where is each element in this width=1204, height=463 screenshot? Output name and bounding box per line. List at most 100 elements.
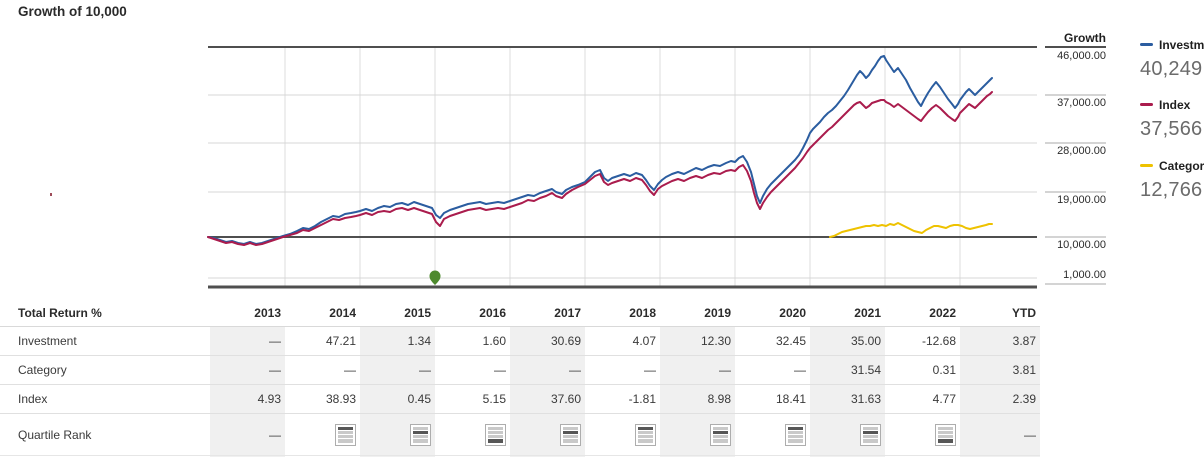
quartile-rank-icon-q2: [560, 423, 581, 446]
growth-axis-header: Growth: [1064, 31, 1106, 45]
quartile-band: [488, 430, 503, 434]
quartile-rank-icon-q2: [410, 423, 431, 446]
table-cell: —: [269, 334, 281, 348]
table-cell: 30.69: [550, 334, 581, 348]
quartile-cell: [860, 423, 885, 446]
quartile-band: [563, 439, 578, 443]
year-header: 2015: [404, 306, 431, 320]
quartile-band: [863, 439, 878, 443]
legend-item-investment[interactable]: Investment 40,249: [1140, 36, 1204, 81]
quartile-cell: [335, 423, 360, 446]
quartile-band: [413, 435, 428, 439]
table-cell: —: [719, 363, 731, 377]
quartile-band-selected: [488, 439, 503, 443]
year-header: 2016: [479, 306, 506, 320]
legend-item-category[interactable]: Category 12,766: [1140, 157, 1204, 202]
table-cell: 47.21: [325, 334, 356, 348]
quartile-band: [863, 435, 878, 439]
row-label: Quartile Rank: [18, 427, 92, 442]
table-header-label: Total Return %: [18, 306, 102, 320]
year-header: 2017: [554, 306, 581, 320]
stray-mark: [50, 193, 52, 196]
year-header: YTD: [1012, 306, 1036, 320]
quartile-band: [563, 426, 578, 430]
quartile-rank-icon-q4: [485, 423, 506, 446]
table-cell: —: [269, 363, 281, 377]
table-cell: —: [269, 427, 281, 442]
quartile-band-selected: [338, 426, 353, 430]
quartile-band: [938, 426, 953, 430]
year-header: 2013: [254, 306, 281, 320]
index-color-dash: [1140, 103, 1153, 106]
table-row-category: Category — — — — — — — — 31.54 0.31 3.81: [0, 356, 1040, 385]
column-stripe: [210, 327, 285, 457]
table-cell: 3.87: [1012, 334, 1036, 348]
quartile-cell: [785, 423, 810, 446]
quartile-band: [938, 430, 953, 434]
quartile-band-selected: [413, 430, 428, 434]
legend-value-category: 12,766: [1140, 179, 1203, 201]
series-line-index: [207, 91, 993, 246]
year-header: 2022: [929, 306, 956, 320]
table-cell: —: [794, 363, 806, 377]
table-cell: -12.68: [921, 334, 956, 348]
table-cell: 31.54: [850, 363, 881, 377]
quartile-band: [713, 426, 728, 430]
year-header: 2018: [629, 306, 656, 320]
year-header: 2020: [779, 306, 806, 320]
growth-chart[interactable]: [0, 0, 1204, 300]
chart-title: Growth of 10,000: [18, 4, 127, 19]
quartile-band: [638, 439, 653, 443]
column-stripe: [960, 327, 1040, 457]
quartile-band: [863, 426, 878, 430]
quartile-cell: [410, 423, 435, 446]
quartile-band: [338, 435, 353, 439]
quartile-band-selected: [563, 430, 578, 434]
year-header: 2014: [329, 306, 356, 320]
legend-value-index: 37,566: [1140, 118, 1203, 140]
table-cell: 32.45: [775, 334, 806, 348]
table-cell: 35.00: [850, 334, 881, 348]
quartile-band-selected: [788, 426, 803, 430]
quartile-band: [563, 435, 578, 439]
quartile-band: [788, 435, 803, 439]
quartile-cell: [635, 423, 660, 446]
quartile-band: [488, 435, 503, 439]
quartile-band-selected: [713, 430, 728, 434]
table-cell: 0.45: [407, 392, 431, 406]
year-header: 2019: [704, 306, 731, 320]
quartile-band: [638, 430, 653, 434]
quartile-rank-icon-q1: [635, 423, 656, 446]
table-cell: 4.93: [257, 392, 281, 406]
table-cell: —: [419, 363, 431, 377]
table-cell: —: [569, 363, 581, 377]
table-cell: 37.60: [550, 392, 581, 406]
quartile-band-selected: [863, 430, 878, 434]
quartile-band: [638, 435, 653, 439]
table-cell: 1.60: [482, 334, 506, 348]
table-cell: 12.30: [700, 334, 731, 348]
axis-tick-label: 28,000.00: [1057, 145, 1106, 157]
legend-item-index[interactable]: Index 37,566: [1140, 96, 1204, 141]
table-cell: 1.34: [407, 334, 431, 348]
table-cell: —: [494, 363, 506, 377]
returns-table: Total Return % 2013 2014 2015 2016 2017 2018 20…: [0, 300, 1040, 457]
table-cell: 38.93: [325, 392, 356, 406]
legend-value-investment: 40,249: [1140, 58, 1203, 80]
quartile-band-selected: [938, 439, 953, 443]
table-header-row: Total Return % 2013 2014 2015 2016 2017 2018 20…: [0, 300, 1040, 327]
table-cell: 18.41: [775, 392, 806, 406]
table-cell: 8.98: [707, 392, 731, 406]
legend-label-investment: Investment: [1159, 38, 1204, 52]
table-cell: 2.39: [1012, 392, 1036, 406]
legend-label-category: Category: [1159, 159, 1204, 173]
table-cell: -1.81: [628, 392, 656, 406]
quartile-band: [338, 439, 353, 443]
series-line-investment: [207, 55, 993, 245]
axis-tick-label: 1,000.00: [1063, 269, 1106, 281]
event-marker-pin[interactable]: [429, 270, 441, 286]
quartile-rank-icon-q2: [710, 423, 731, 446]
quartile-band: [413, 439, 428, 443]
category-color-dash: [1140, 164, 1153, 167]
table-cell: 4.07: [632, 334, 656, 348]
